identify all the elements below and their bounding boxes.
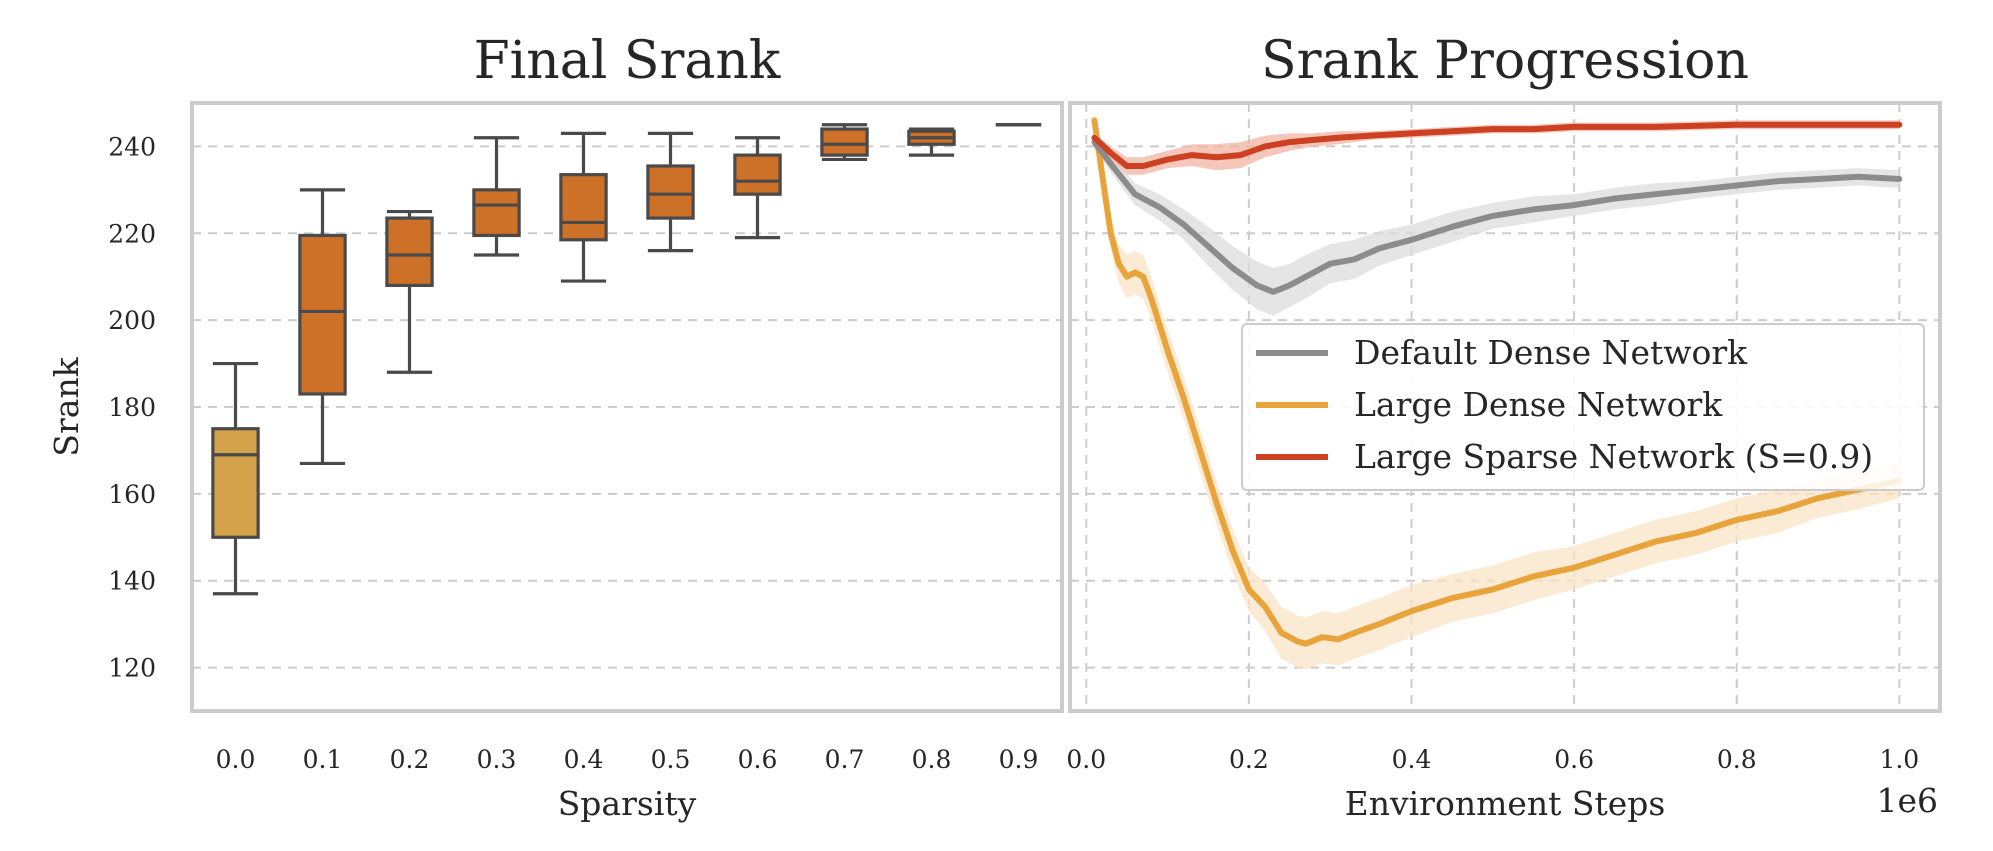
band-large-sparse-network-s-0-9	[1094, 120, 1900, 175]
box-plot-sparsity-0.8	[907, 127, 956, 157]
left-axes-frame	[190, 101, 1064, 713]
right-x-tick-label: 0.8	[1717, 745, 1757, 774]
legend-label-default-dense: Default Dense Network	[1354, 333, 1748, 372]
left-x-tick-label: 0.4	[564, 745, 604, 774]
box-plot-sparsity-0.6	[733, 136, 782, 240]
legend-label-large-dense: Large Dense Network	[1354, 385, 1723, 424]
right-x-tick-label: 0.4	[1392, 745, 1432, 774]
left-y-tick-label: 240	[108, 132, 156, 161]
iqr-box	[733, 153, 782, 196]
line-default-dense-network	[1091, 139, 1903, 295]
iqr-box	[820, 127, 869, 157]
left-x-tick-labels: 0.0 0.1 0.2 0.3 0.4 0.5 0.6 0.7 0.8 0.9	[216, 745, 1039, 774]
line-large-dense-network	[1091, 117, 1903, 647]
left-x-tick-label: 0.5	[651, 745, 691, 774]
left-x-tick-label: 0.2	[390, 745, 430, 774]
left-y-tick-label: 140	[108, 567, 156, 596]
iqr-box	[298, 233, 347, 396]
right-x-axis-label: Environment Steps	[1345, 784, 1666, 823]
srank-progression-panel: Srank Progression 0.0 0.2 0.4 0.6 0.8 1.0 Env…	[1066, 31, 1942, 823]
legend: Default Dense Network Large Dense Networ…	[1241, 323, 1925, 491]
left-x-tick-label: 0.3	[477, 745, 517, 774]
box-plot-sparsity-0.7	[820, 123, 869, 162]
series-lines	[1091, 117, 1903, 647]
iqr-box	[559, 173, 608, 242]
right-x-tick-labels: 0.0 0.2 0.4 0.6 0.8 1.0	[1066, 745, 1919, 774]
right-x-tick-label: 0.2	[1229, 745, 1269, 774]
iqr-box	[472, 188, 521, 238]
left-y-axis-label: Srank	[47, 356, 86, 456]
left-x-tick-label: 0.7	[825, 745, 865, 774]
box-plot-sparsity-0.0	[211, 361, 260, 596]
left-y-tick-label: 120	[108, 654, 156, 683]
right-x-tick-label: 1.0	[1879, 745, 1919, 774]
box-plot-sparsity-0.3	[472, 136, 521, 257]
right-x-tick-label: 0.6	[1554, 745, 1594, 774]
left-y-tick-label: 160	[108, 480, 156, 509]
box-plot-sparsity-0.2	[385, 209, 434, 374]
right-x-tick-label: 0.0	[1066, 745, 1106, 774]
final-srank-panel: Final Srank 120 140 160 180 200 220 240 0.0 0.1…	[47, 31, 1064, 823]
left-y-tick-labels: 120 140 160 180 200 220 240	[108, 132, 156, 682]
left-x-tick-label: 0.9	[999, 745, 1039, 774]
left-y-tick-label: 180	[108, 393, 156, 422]
right-chart-title: Srank Progression	[1261, 31, 1749, 91]
box-plot-sparsity-0.1	[298, 188, 347, 466]
left-y-tick-label: 220	[108, 219, 156, 248]
iqr-box	[211, 427, 260, 539]
right-axes-frame	[1068, 101, 1942, 713]
line-large-sparse-network-s-0-9	[1091, 121, 1903, 169]
box-plot-sparsity-0.4	[559, 131, 608, 283]
iqr-box	[646, 164, 695, 220]
box-plot-sparsity-0.5	[646, 131, 695, 253]
left-x-tick-label: 0.0	[216, 745, 256, 774]
legend-box	[1241, 323, 1925, 491]
left-chart-title: Final Srank	[474, 31, 781, 91]
band-default-dense-network	[1094, 135, 1900, 316]
left-y-tick-label: 200	[108, 306, 156, 335]
x-axis-offset-label: 1e6	[1876, 781, 1938, 820]
legend-label-large-sparse: Large Sparse Network (S=0.9)	[1354, 437, 1873, 476]
left-x-tick-label: 0.1	[303, 745, 343, 774]
left-x-axis-label: Sparsity	[558, 784, 697, 823]
left-x-tick-label: 0.6	[738, 745, 778, 774]
box-plots	[211, 123, 1042, 596]
left-x-tick-label: 0.8	[912, 745, 952, 774]
iqr-box	[385, 216, 434, 287]
